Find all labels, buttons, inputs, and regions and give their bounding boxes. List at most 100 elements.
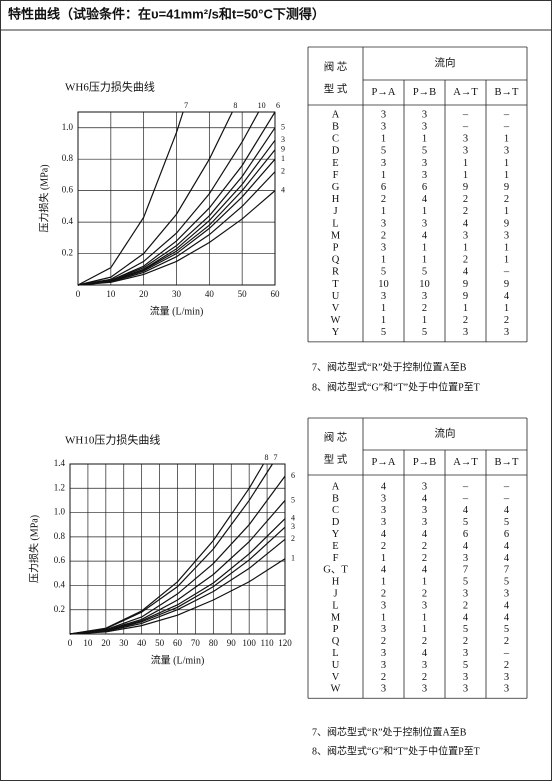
- x-tick-label: 60: [271, 289, 281, 299]
- table-cell: 7: [504, 565, 509, 576]
- table-cell: 4: [422, 194, 428, 205]
- curve: [69, 463, 265, 635]
- table-cell: 2: [381, 230, 386, 241]
- y-tick-label: 0.6: [62, 185, 74, 195]
- table-cell: 3: [463, 327, 468, 338]
- curve-label: 3: [291, 522, 295, 531]
- row-header: G、T: [323, 565, 348, 576]
- table-cell: 5: [504, 577, 509, 588]
- table-corner: 阀 芯: [324, 60, 348, 73]
- table-cell: 3: [381, 505, 386, 516]
- chart-title: WH6压力损失曲线: [65, 80, 155, 94]
- curve-label: 9: [281, 145, 285, 154]
- table-cell: 2: [463, 206, 468, 217]
- curve-label: 1: [291, 554, 295, 563]
- table-cell: 4: [504, 553, 510, 564]
- table-column-header: A→T: [453, 457, 478, 468]
- y-tick-label: 0.2: [54, 604, 65, 614]
- curve-label: 8: [233, 101, 237, 110]
- y-tick-label: 0.8: [62, 153, 74, 163]
- table-cell: 3: [381, 122, 386, 133]
- x-tick-label: 120: [278, 638, 292, 648]
- table-cell: 3: [422, 158, 427, 169]
- table-cell: 3: [381, 493, 386, 504]
- table-cell: 1: [381, 170, 386, 181]
- table-cell: 1: [381, 315, 386, 326]
- table-cell: 3: [504, 684, 509, 695]
- row-header: C: [332, 134, 339, 145]
- row-header: L: [332, 648, 338, 659]
- x-tick-label: 0: [76, 289, 81, 299]
- curve-label: 6: [276, 101, 280, 110]
- row-header: E: [332, 541, 338, 552]
- table-cell: 4: [422, 565, 428, 576]
- table-cell: 1: [504, 170, 509, 181]
- x-tick-label: 20: [139, 289, 149, 299]
- table-cell: 3: [422, 218, 427, 229]
- y-tick-label: 0.6: [54, 555, 66, 565]
- y-tick-label: 0.2: [62, 248, 73, 258]
- table-cell: 9: [504, 218, 509, 229]
- table-cell: 5: [422, 146, 427, 157]
- table-cell: 4: [504, 600, 510, 611]
- table-cell: 2: [504, 194, 509, 205]
- y-tick-label: 1.4: [54, 458, 66, 468]
- row-header: J: [333, 589, 337, 600]
- curve: [77, 111, 233, 286]
- x-tick-label: 10: [106, 289, 116, 299]
- curve: [77, 190, 276, 286]
- table-cell: 3: [422, 505, 427, 516]
- table-cell: 3: [422, 517, 427, 528]
- table-cell: 1: [504, 255, 509, 266]
- y-axis-label: 压力损失 (MPa): [27, 515, 40, 583]
- table-cell: 9: [463, 182, 468, 193]
- table-cell: 3: [381, 158, 386, 169]
- row-header: Y: [332, 327, 340, 338]
- table-cell: 1: [463, 243, 468, 254]
- table-cell: 3: [381, 648, 386, 659]
- table-cell: 3: [463, 684, 468, 695]
- row-header: Y: [332, 529, 340, 540]
- x-tick-label: 40: [205, 289, 215, 299]
- table-cell: 2: [381, 636, 386, 647]
- table-cell: 1: [504, 243, 509, 254]
- table-cell: 4: [422, 648, 428, 659]
- table-cell: 5: [504, 624, 509, 635]
- table-cell: 3: [381, 243, 386, 254]
- x-tick-label: 10: [83, 638, 93, 648]
- table-cell: 3: [381, 624, 386, 635]
- table-cell: 3: [422, 481, 427, 492]
- table-cell: 2: [422, 589, 427, 600]
- x-tick-label: 100: [242, 638, 256, 648]
- plot-frame: [77, 111, 276, 286]
- table-cell: 4: [422, 529, 428, 540]
- table-cell: 1: [422, 612, 427, 623]
- table-cell: 2: [504, 660, 509, 671]
- row-header: M: [331, 230, 341, 241]
- table-cell: –: [462, 493, 469, 504]
- table-cell: 1: [422, 315, 427, 326]
- table-cell: 1: [381, 255, 386, 266]
- table-cell: 3: [381, 600, 386, 611]
- x-tick-label: 110: [260, 638, 274, 648]
- table-cell: 3: [381, 291, 386, 302]
- table-cell: 1: [381, 303, 386, 314]
- y-axis-label: 压力损失 (MPa): [37, 164, 50, 232]
- table-cell: 3: [463, 146, 468, 157]
- table-column-header: B→T: [495, 457, 520, 468]
- curve-label: 10: [258, 101, 266, 110]
- table-cell: 4: [504, 541, 510, 552]
- row-header: W: [331, 315, 341, 326]
- table-cell: 2: [463, 600, 468, 611]
- table-cell: –: [503, 267, 510, 278]
- row-header: U: [332, 291, 340, 302]
- table-cell: 3: [422, 170, 427, 181]
- row-header: C: [332, 505, 339, 516]
- table-cell: 4: [422, 493, 428, 504]
- plot-frame: [69, 463, 286, 635]
- table-group-header: 流向: [435, 426, 456, 439]
- table-cell: 1: [422, 624, 427, 635]
- x-tick-label: 60: [173, 638, 183, 648]
- table-cell: 2: [504, 315, 509, 326]
- curve: [77, 111, 260, 286]
